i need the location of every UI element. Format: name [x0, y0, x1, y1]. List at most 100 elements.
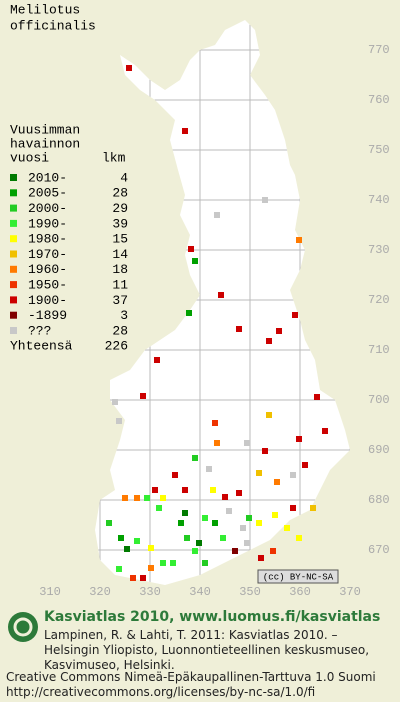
legend-header: Vuusimman — [10, 122, 80, 137]
record-square — [160, 560, 166, 566]
northing-label: 750 — [368, 143, 390, 157]
northing-label: 720 — [368, 293, 390, 307]
map: Melilotus officinalis Vuusimmanhavainnon… — [10, 2, 390, 599]
legend-header: vuosi — [10, 150, 49, 165]
northing-label: 690 — [368, 443, 390, 457]
record-square — [236, 490, 242, 496]
record-square — [292, 312, 298, 318]
legend-count: 39 — [112, 216, 128, 231]
northing-label: 700 — [368, 393, 390, 407]
legend-swatch — [10, 311, 17, 319]
legend-swatch — [10, 174, 17, 181]
record-square — [106, 520, 112, 526]
legend-count: 28 — [112, 323, 128, 338]
record-square — [226, 508, 232, 514]
record-square — [184, 535, 190, 541]
footer-heading: Kasviatlas 2010, www.luomus.fi/kasviatla… — [44, 609, 381, 625]
record-square — [212, 520, 218, 526]
northing-label: 710 — [368, 343, 390, 357]
record-square — [274, 479, 280, 485]
record-square — [140, 393, 146, 399]
record-square — [134, 538, 140, 544]
record-square — [124, 546, 130, 552]
record-square — [148, 565, 154, 571]
record-square — [244, 540, 250, 546]
legend-label: 2005- — [28, 186, 67, 201]
record-square — [290, 505, 296, 511]
record-square — [172, 472, 178, 478]
record-square — [178, 520, 184, 526]
record-square — [170, 560, 176, 566]
record-square — [302, 462, 308, 468]
record-square — [148, 545, 154, 551]
record-square — [256, 520, 262, 526]
easting-label: 340 — [189, 585, 211, 599]
easting-label: 310 — [39, 585, 61, 599]
license-badge-text: (cc) BY-NC-SA — [263, 572, 334, 582]
record-square — [220, 535, 226, 541]
easting-label: 370 — [339, 585, 361, 599]
record-square — [122, 495, 128, 501]
license: http://creativecommons.org/licenses/by-n… — [6, 685, 316, 699]
record-square — [244, 440, 250, 446]
legend-count: 4 — [120, 170, 128, 185]
record-square — [192, 258, 198, 264]
record-square — [272, 512, 278, 518]
record-square — [182, 487, 188, 493]
easting-label: 350 — [239, 585, 261, 599]
citation: Lampinen, R. & Lahti, T. 2011: Kasviatla… — [44, 628, 338, 642]
legend-total-label: Yhteensä — [10, 338, 73, 353]
record-square — [296, 535, 302, 541]
legend-swatch — [10, 219, 17, 227]
legend-swatch — [10, 327, 17, 334]
legend-label: 1960- — [28, 262, 67, 277]
record-square — [258, 555, 264, 561]
legend-header: havainnon — [10, 136, 80, 151]
record-square — [296, 436, 302, 442]
easting-label: 320 — [89, 585, 111, 599]
legend-label: ??? — [28, 323, 51, 338]
legend-swatch — [10, 250, 17, 258]
record-square — [160, 495, 166, 501]
record-square — [212, 420, 218, 426]
legend-swatch — [10, 281, 17, 289]
record-square — [214, 440, 220, 446]
record-square — [144, 495, 150, 501]
record-square — [236, 326, 242, 332]
record-square — [218, 292, 224, 298]
record-square — [290, 472, 296, 478]
legend-swatch — [10, 189, 17, 197]
record-square — [266, 338, 272, 344]
title: officinalis — [10, 18, 96, 33]
license: Creative Commons Nimeä-Epäkaupallinen-Ta… — [6, 670, 376, 684]
record-square — [256, 470, 262, 476]
legend-count: 11 — [112, 278, 128, 293]
record-square — [314, 394, 320, 400]
record-square — [192, 455, 198, 461]
title: Melilotus — [10, 2, 80, 17]
record-square — [188, 246, 194, 252]
record-square — [202, 515, 208, 521]
legend-swatch — [10, 235, 17, 243]
record-square — [152, 487, 158, 493]
license-badge — [257, 569, 339, 584]
record-square — [276, 328, 282, 334]
record-square — [246, 515, 252, 521]
record-square — [118, 535, 124, 541]
record-square — [182, 128, 188, 134]
legend-label: 2000- — [28, 201, 67, 216]
record-square — [126, 65, 132, 71]
legend-total: 226 — [105, 338, 128, 353]
legend-swatch — [10, 265, 17, 273]
northing-label: 730 — [368, 243, 390, 257]
legend-label: 1950- — [28, 278, 67, 293]
record-square — [266, 412, 272, 418]
record-square — [130, 575, 136, 581]
record-square — [322, 428, 328, 434]
legend-label: 1970- — [28, 247, 67, 262]
record-square — [192, 548, 198, 554]
legend-count: 14 — [112, 247, 128, 262]
record-square — [182, 510, 188, 516]
legend-label: 2010- — [28, 170, 67, 185]
record-square — [240, 525, 246, 531]
